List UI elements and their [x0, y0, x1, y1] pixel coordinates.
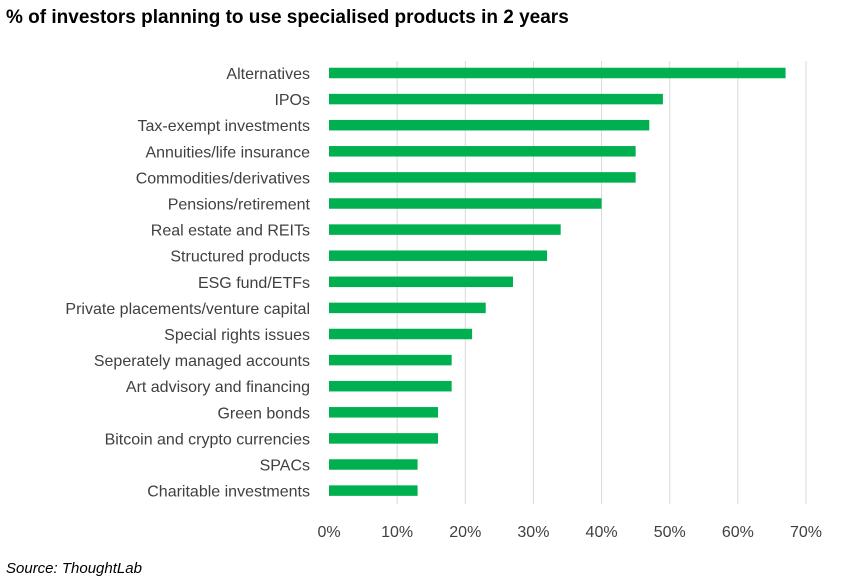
category-label: Seperately managed accounts — [94, 353, 310, 370]
bar — [329, 250, 548, 261]
bar — [329, 93, 663, 105]
bar — [329, 119, 650, 131]
bar — [329, 146, 636, 157]
category-label: IPOs — [274, 92, 310, 109]
category-label: Private placements/venture capital — [65, 301, 310, 318]
bar — [329, 328, 473, 340]
category-label: Annuities/life insurance — [145, 144, 310, 161]
category-label: Tax-exempt investments — [137, 118, 310, 135]
chart-title: % of investors planning to use specialis… — [6, 7, 569, 28]
x-tick-label: 10% — [381, 524, 413, 541]
category-label: Bitcoin and crypto currencies — [105, 431, 310, 448]
category-label: ESG fund/ETFs — [198, 275, 310, 292]
x-tick-label: 30% — [517, 524, 549, 541]
bar — [329, 433, 439, 444]
category-label: Green bonds — [217, 405, 310, 422]
bar — [329, 67, 786, 79]
x-tick-label: 20% — [449, 524, 481, 541]
x-tick-label: 0% — [317, 524, 340, 541]
bar — [329, 459, 418, 470]
bar — [329, 302, 486, 314]
bar — [329, 380, 452, 392]
bar — [329, 354, 452, 366]
bar — [329, 172, 636, 183]
x-tick-label: 40% — [586, 524, 618, 541]
bars — [329, 67, 786, 496]
category-label: Pensions/retirement — [168, 197, 311, 214]
category-label: Real estate and REITs — [151, 223, 310, 240]
x-tick-label: 60% — [722, 524, 754, 541]
bar — [329, 276, 513, 288]
category-label: Art advisory and financing — [126, 379, 310, 396]
category-label: Commodities/derivatives — [136, 170, 310, 187]
bar — [329, 407, 439, 418]
category-labels: Alternatives IPOs Tax-exempt investments An… — [65, 66, 310, 501]
x-axis-tick-labels: 0% 10% 20% 30% 40% 50% 60% 70% — [317, 524, 822, 541]
category-label: SPACs — [260, 458, 310, 475]
category-label: Structured products — [170, 249, 310, 266]
x-tick-label: 50% — [654, 524, 686, 541]
bar — [329, 485, 418, 496]
bar — [329, 198, 602, 209]
category-label: Charitable investments — [147, 484, 310, 501]
x-tick-label: 70% — [790, 524, 822, 541]
bar — [329, 224, 561, 235]
category-label: Special rights issues — [164, 327, 310, 344]
source-note: Source: ThoughtLab — [6, 560, 142, 577]
category-label: Alternatives — [226, 66, 310, 83]
